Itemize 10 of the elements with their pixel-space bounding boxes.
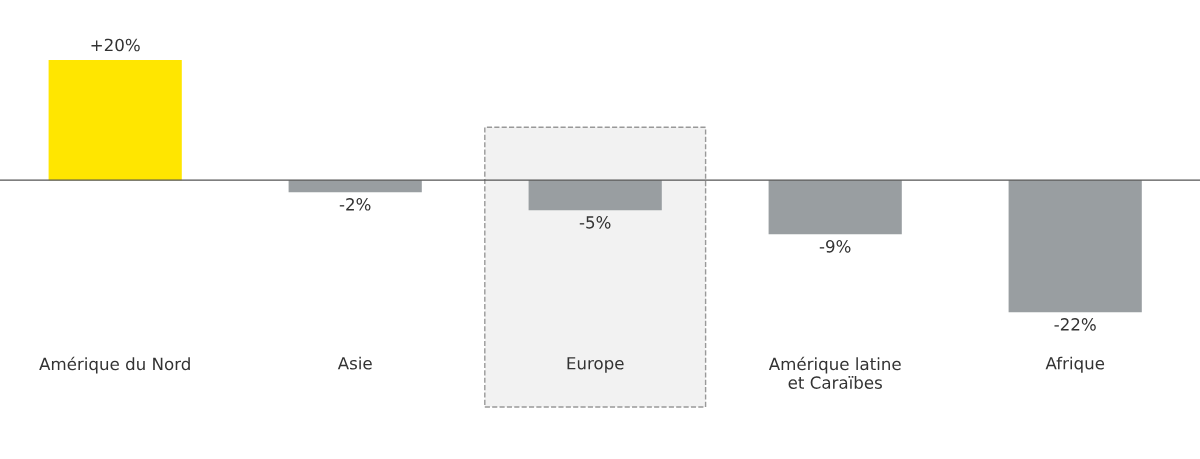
data-label: -22% [1054, 318, 1096, 331]
x-tick-label: Afrique [1045, 356, 1105, 373]
x-tick-label: Amérique latine et Caraïbes [768, 356, 901, 389]
data-label: -9% [819, 240, 851, 253]
data-label: +20% [91, 38, 140, 52]
data-label: -5% [579, 216, 611, 229]
x-tick-label: Asie [337, 356, 372, 370]
data-label: -2% [339, 198, 371, 211]
x-tick-label: Amérique du Nord [39, 356, 190, 374]
x-tick-label: Europe [567, 357, 624, 373]
